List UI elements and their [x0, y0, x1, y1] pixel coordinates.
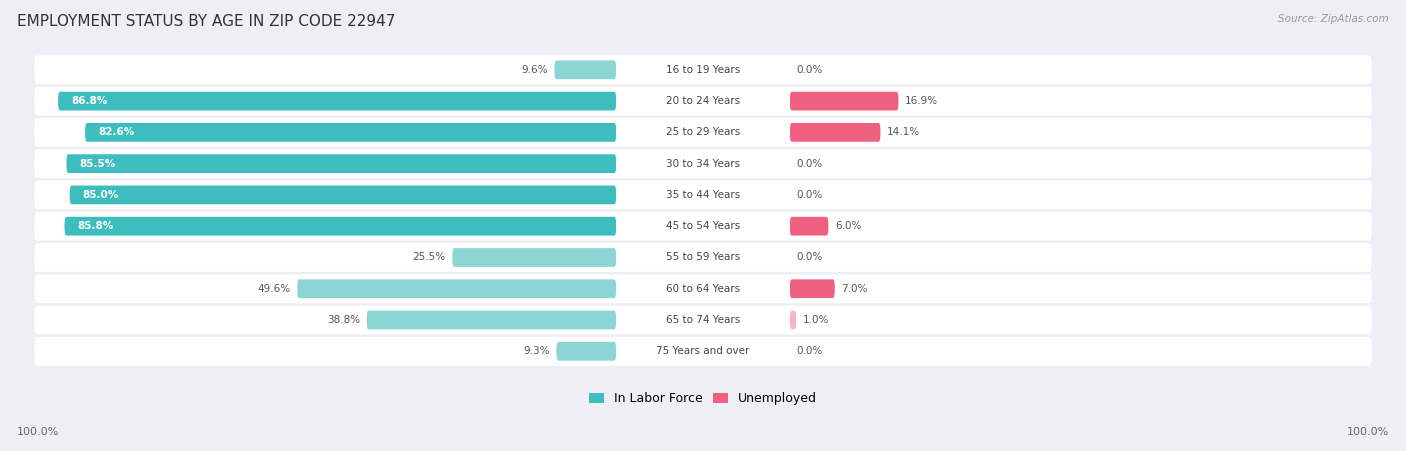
FancyBboxPatch shape	[554, 60, 616, 79]
FancyBboxPatch shape	[34, 243, 1372, 272]
FancyBboxPatch shape	[453, 248, 616, 267]
Text: 16 to 19 Years: 16 to 19 Years	[666, 65, 740, 75]
Text: 30 to 34 Years: 30 to 34 Years	[666, 159, 740, 169]
Text: 49.6%: 49.6%	[257, 284, 291, 294]
FancyBboxPatch shape	[616, 92, 790, 110]
FancyBboxPatch shape	[34, 337, 1372, 366]
FancyBboxPatch shape	[616, 123, 790, 142]
Text: 55 to 59 Years: 55 to 59 Years	[666, 253, 740, 262]
Text: EMPLOYMENT STATUS BY AGE IN ZIP CODE 22947: EMPLOYMENT STATUS BY AGE IN ZIP CODE 229…	[17, 14, 395, 28]
Text: 7.0%: 7.0%	[841, 284, 868, 294]
FancyBboxPatch shape	[557, 342, 616, 361]
FancyBboxPatch shape	[616, 248, 790, 267]
Legend: In Labor Force, Unemployed: In Labor Force, Unemployed	[589, 392, 817, 405]
FancyBboxPatch shape	[34, 180, 1372, 209]
Text: 86.8%: 86.8%	[70, 96, 107, 106]
Text: 85.8%: 85.8%	[77, 221, 114, 231]
Text: 9.3%: 9.3%	[523, 346, 550, 356]
Text: 85.0%: 85.0%	[83, 190, 118, 200]
FancyBboxPatch shape	[616, 217, 790, 235]
FancyBboxPatch shape	[34, 87, 1372, 115]
FancyBboxPatch shape	[34, 274, 1372, 303]
Text: 100.0%: 100.0%	[1347, 428, 1389, 437]
FancyBboxPatch shape	[34, 55, 1372, 84]
Text: 16.9%: 16.9%	[905, 96, 938, 106]
Text: 6.0%: 6.0%	[835, 221, 862, 231]
FancyBboxPatch shape	[297, 279, 616, 298]
Text: 85.5%: 85.5%	[79, 159, 115, 169]
FancyBboxPatch shape	[616, 60, 790, 79]
Text: 0.0%: 0.0%	[796, 346, 823, 356]
FancyBboxPatch shape	[86, 123, 616, 142]
FancyBboxPatch shape	[616, 342, 790, 361]
FancyBboxPatch shape	[616, 311, 790, 329]
Text: 14.1%: 14.1%	[887, 127, 920, 138]
Text: 20 to 24 Years: 20 to 24 Years	[666, 96, 740, 106]
Text: 25 to 29 Years: 25 to 29 Years	[666, 127, 740, 138]
FancyBboxPatch shape	[616, 185, 790, 204]
FancyBboxPatch shape	[34, 212, 1372, 240]
FancyBboxPatch shape	[34, 118, 1372, 147]
Text: 82.6%: 82.6%	[98, 127, 134, 138]
Text: 65 to 74 Years: 65 to 74 Years	[666, 315, 740, 325]
Text: 0.0%: 0.0%	[796, 190, 823, 200]
FancyBboxPatch shape	[70, 185, 616, 204]
FancyBboxPatch shape	[65, 217, 616, 235]
Text: 45 to 54 Years: 45 to 54 Years	[666, 221, 740, 231]
FancyBboxPatch shape	[790, 311, 796, 329]
FancyBboxPatch shape	[616, 154, 790, 173]
Text: 1.0%: 1.0%	[803, 315, 830, 325]
Text: 35 to 44 Years: 35 to 44 Years	[666, 190, 740, 200]
FancyBboxPatch shape	[66, 154, 616, 173]
Text: 0.0%: 0.0%	[796, 65, 823, 75]
FancyBboxPatch shape	[34, 149, 1372, 178]
Text: 38.8%: 38.8%	[328, 315, 360, 325]
FancyBboxPatch shape	[367, 311, 616, 329]
FancyBboxPatch shape	[790, 123, 880, 142]
FancyBboxPatch shape	[616, 279, 790, 298]
Text: 0.0%: 0.0%	[796, 253, 823, 262]
FancyBboxPatch shape	[790, 279, 835, 298]
Text: 9.6%: 9.6%	[522, 65, 548, 75]
FancyBboxPatch shape	[58, 92, 616, 110]
FancyBboxPatch shape	[790, 217, 828, 235]
FancyBboxPatch shape	[34, 306, 1372, 334]
Text: 0.0%: 0.0%	[796, 159, 823, 169]
Text: 75 Years and over: 75 Years and over	[657, 346, 749, 356]
Text: 60 to 64 Years: 60 to 64 Years	[666, 284, 740, 294]
FancyBboxPatch shape	[790, 92, 898, 110]
Text: 100.0%: 100.0%	[17, 428, 59, 437]
Text: Source: ZipAtlas.com: Source: ZipAtlas.com	[1278, 14, 1389, 23]
Text: 25.5%: 25.5%	[413, 253, 446, 262]
